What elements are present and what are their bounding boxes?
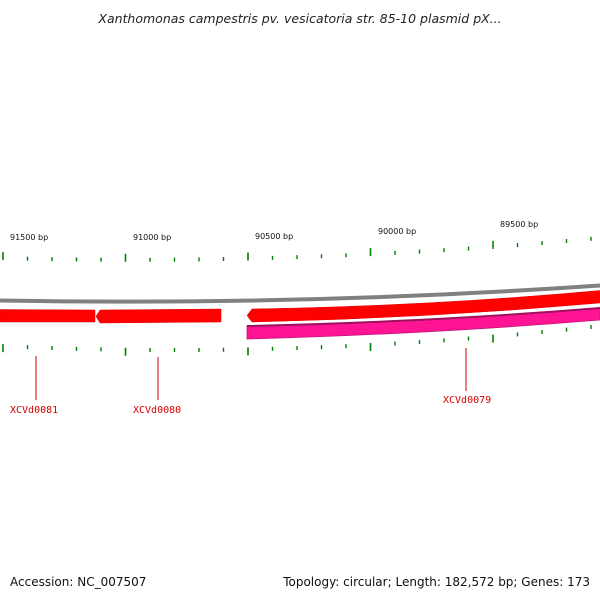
sequence-summary: Topology: circular; Length: 182,572 bp; … xyxy=(283,575,590,589)
gene-label-xcvd0079[interactable]: XCVd0079 xyxy=(443,395,491,406)
accession-label: Accession: xyxy=(10,575,74,589)
accession-value: NC_007507 xyxy=(77,575,147,589)
scale-label-91000: 91000 bp xyxy=(133,233,171,242)
backbone-arc xyxy=(0,283,600,304)
gene-feature-xcvd0079-edge xyxy=(246,307,600,327)
gene-feature-xcvd0080[interactable] xyxy=(95,308,222,324)
genes-label: Genes: xyxy=(521,575,564,589)
map-title: Xanthomonas campestris pv. vesicatoria s… xyxy=(98,11,502,26)
topology-value: circular xyxy=(343,575,388,589)
scale-label-89500: 89500 bp xyxy=(500,220,538,229)
topology-label: Topology: xyxy=(283,575,340,589)
scale-ticks-outer xyxy=(2,236,592,262)
scale-label-90000: 90000 bp xyxy=(378,227,416,236)
scale-label-91500: 91500 bp xyxy=(10,233,48,242)
accession-info: Accession: NC_007507 xyxy=(10,575,146,589)
gene-feature-xcvd0081[interactable] xyxy=(0,309,96,323)
gene-label-xcvd0081[interactable]: XCVd0081 xyxy=(10,405,58,416)
gene-label-xcvd0080[interactable]: XCVd0080 xyxy=(133,405,181,416)
length-label: Length: xyxy=(395,575,441,589)
length-value: 182,572 bp xyxy=(444,575,514,589)
scale-label-90500: 90500 bp xyxy=(255,232,293,241)
genes-value: 173 xyxy=(567,575,590,589)
scale-ticks-inner xyxy=(2,325,592,356)
